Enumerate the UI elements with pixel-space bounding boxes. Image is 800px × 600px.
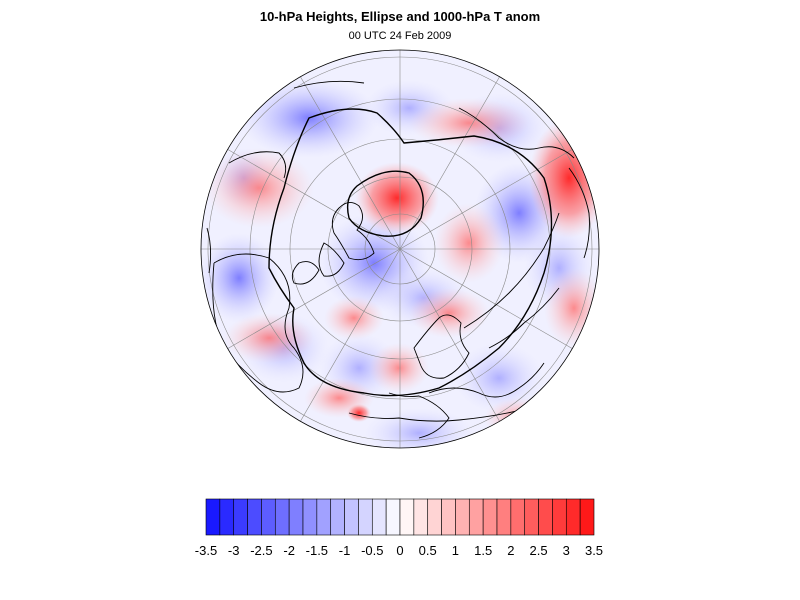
colorbar-bin (219, 498, 235, 536)
colorbar-bin (330, 498, 345, 536)
colorbar-bin (288, 498, 304, 536)
inner-contour (346, 170, 424, 237)
colorbar (205, 498, 595, 536)
colorbar-bin (302, 498, 318, 536)
colorbar-bin (427, 498, 442, 536)
polar-map (200, 49, 600, 449)
colorbar-bin (344, 498, 359, 536)
colorbar-bin (385, 498, 401, 536)
colorbar-bin (399, 498, 415, 536)
colorbar-tick-label: -3 (227, 543, 240, 558)
colorbar-bin (441, 498, 456, 536)
globe-boundary (200, 49, 600, 449)
colorbar-bin (565, 498, 581, 536)
colorbar-bin (579, 498, 595, 536)
colorbar-tick-label: 0.5 (418, 543, 437, 558)
graticule (201, 50, 599, 448)
map-title: 10-hPa Heights, Ellipse and 1000-hPa T a… (259, 9, 541, 24)
colorbar-bin (538, 498, 553, 536)
colorbar-tick-label: -0.5 (361, 543, 384, 558)
colorbar-tick-label: -1 (338, 543, 351, 558)
colorbar-bin (205, 498, 221, 536)
colorbar-tick-label: -3.5 (194, 543, 218, 558)
colorbar-bin (371, 498, 387, 536)
colorbar-bin (510, 498, 526, 536)
colorbar-bin (524, 498, 539, 536)
colorbar-bin (247, 498, 262, 536)
colorbar-tick-label: 3 (562, 543, 570, 558)
colorbar-bin (482, 498, 498, 536)
colorbar-tick-label: 2 (507, 543, 515, 558)
colorbar-tick-label: 1 (451, 543, 460, 558)
colorbar-tick-label: -2.5 (250, 543, 273, 558)
colorbar-bin (468, 498, 484, 536)
colorbar-bin (233, 498, 248, 536)
colorbar-tick-label: -2 (283, 543, 295, 558)
colorbar-labels: -3.5 -3 -2.5 -2 -1.5 -1 -0.5 0 0.5 1 1.5 2 2.5 3 3.5 (0, 543, 800, 563)
colorbar-tick-label: -1.5 (305, 543, 329, 558)
outer-contour (268, 108, 553, 397)
colorbar-bin (274, 498, 290, 536)
colorbar-bin (358, 498, 373, 536)
colorbar-bin (496, 498, 512, 536)
colorbar-bin (552, 498, 567, 536)
colorbar-bin (316, 498, 332, 536)
colorbar-bin (413, 498, 429, 536)
colorbar-bin (455, 498, 470, 536)
height-contours (268, 108, 553, 397)
colorbar-bin (261, 498, 276, 536)
colorbar-tick-label: 0 (396, 543, 404, 558)
map-subtitle: 00 UTC 24 Feb 2009 (348, 30, 452, 42)
colorbar-tick-label: 1.5 (474, 543, 493, 558)
colorbar-tick-label: 3.5 (584, 543, 604, 558)
colorbar-tick-label: 2.5 (529, 543, 548, 558)
